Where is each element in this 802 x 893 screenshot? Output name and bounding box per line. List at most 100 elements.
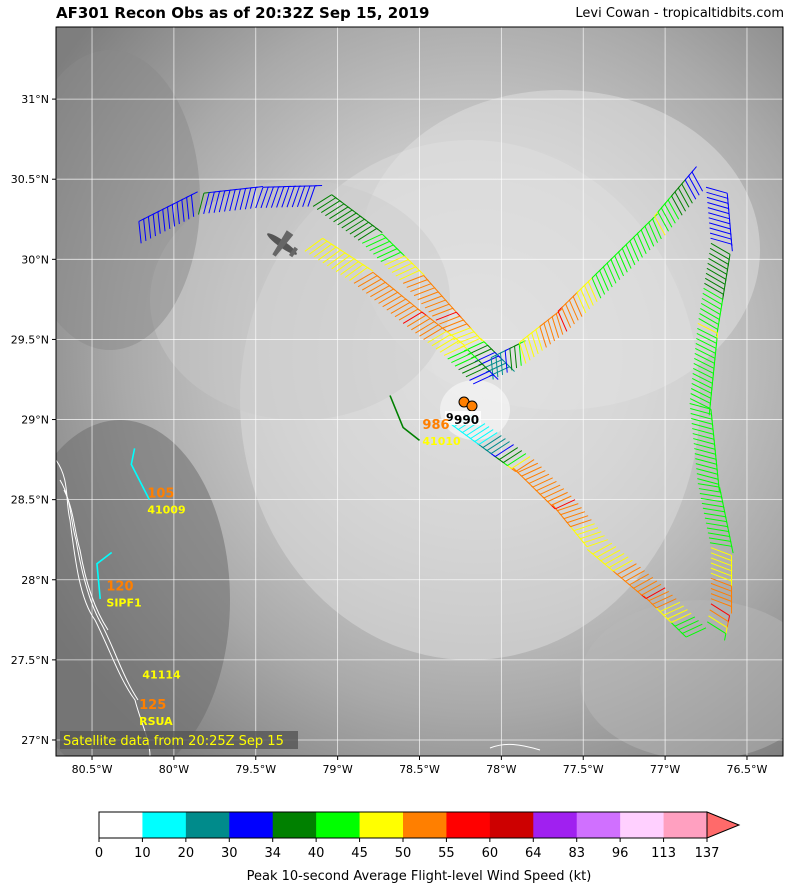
wind-barb — [633, 237, 643, 258]
wind-barb — [696, 473, 719, 480]
wind-barb — [365, 237, 387, 248]
wind-barb-feather — [724, 633, 727, 641]
wind-barb — [157, 211, 161, 234]
wind-barb — [394, 305, 415, 318]
wind-barb — [181, 199, 185, 222]
wind-barb — [570, 519, 592, 528]
wind-barb — [692, 433, 715, 440]
center-pressure: 990 — [454, 413, 479, 427]
wind-barb — [406, 279, 428, 288]
wind-barb — [344, 264, 364, 278]
wind-barb — [304, 237, 323, 252]
wind-barb — [345, 218, 365, 232]
station-id: 41114 — [142, 669, 181, 682]
colorbar-tick-label: 83 — [568, 846, 585, 861]
wind-barb — [702, 292, 723, 305]
wind-barb — [671, 195, 683, 216]
wind-barb — [706, 267, 727, 280]
lon-tick-label: 79.5°W — [235, 763, 276, 776]
map-gridlines — [56, 27, 783, 756]
wind-barb — [636, 233, 647, 254]
wind-barb — [707, 621, 727, 635]
wind-barb — [629, 573, 649, 586]
wind-barb — [499, 447, 519, 460]
wind-barb — [341, 215, 361, 229]
wind-barb — [239, 188, 247, 210]
wind-barb — [490, 357, 494, 380]
wind-barb — [374, 288, 394, 301]
wind-barb-feather — [367, 267, 374, 272]
wind-barb — [255, 187, 264, 209]
lon-tick-label: 78.5°W — [399, 763, 440, 776]
florida-coastline — [56, 459, 541, 756]
wind-barb — [349, 221, 369, 235]
wind-barb — [402, 311, 423, 324]
wind-barb — [554, 499, 576, 510]
wind-barb — [695, 463, 718, 470]
colorbar-tick-label: 10 — [134, 846, 151, 861]
wind-barb — [710, 582, 732, 592]
wind-barb — [580, 288, 590, 310]
lon-tick-label: 80.5°W — [72, 763, 113, 776]
wind-barb — [470, 426, 490, 439]
wind-barb — [693, 368, 714, 379]
colorbar-tick-label: 0 — [95, 846, 103, 861]
wind-barb — [229, 189, 236, 212]
wind-barb — [652, 218, 662, 240]
aircraft-icon — [267, 230, 298, 258]
wind-barb — [370, 285, 390, 298]
wind-barb — [390, 301, 411, 314]
wind-barb — [694, 358, 715, 369]
wind-barb — [320, 200, 341, 214]
wind-barb — [670, 612, 692, 623]
wind-barb — [543, 323, 551, 345]
wind-barb — [695, 342, 716, 354]
colorbar-segment — [446, 812, 491, 838]
wind-barb — [353, 224, 373, 238]
wind-barb — [637, 580, 658, 593]
station-id: 41009 — [147, 504, 185, 517]
wind-barb — [690, 408, 712, 415]
wind-barb — [410, 283, 432, 293]
wind-barb — [704, 277, 725, 290]
colorbar-tick-label: 137 — [695, 846, 720, 861]
wind-barb — [539, 326, 547, 348]
wind-barb — [536, 480, 557, 492]
wind-barb — [694, 353, 715, 364]
wind-barb — [449, 327, 471, 337]
wind-barb — [709, 232, 732, 240]
colorbar-tick-label: 60 — [482, 846, 499, 861]
wind-barb — [659, 601, 681, 613]
wind-barb — [557, 311, 568, 332]
wind-barb — [584, 285, 594, 306]
wind-barb — [697, 483, 720, 488]
wind-barb — [190, 194, 195, 217]
colorbar-tick-label: 34 — [264, 846, 281, 861]
wind-barb — [427, 330, 447, 344]
wind-barb — [535, 329, 543, 351]
wind-barb — [224, 190, 231, 212]
wind-barb — [469, 370, 490, 381]
wind-barb — [453, 331, 475, 341]
colorbar-segment — [403, 812, 447, 838]
wind-barb — [276, 186, 285, 208]
colorbar-segment — [663, 812, 708, 838]
wind-barb — [710, 562, 732, 572]
wind-barb — [547, 319, 556, 342]
wind-barb — [465, 367, 487, 378]
wind-barb — [521, 466, 542, 477]
wind-barb — [709, 222, 731, 230]
wind-barb — [709, 252, 729, 265]
wind-barb — [378, 291, 398, 304]
wind-barb — [693, 443, 716, 450]
wind-barb — [709, 609, 729, 622]
wind-barb — [710, 237, 732, 245]
wind-barb — [633, 577, 654, 589]
storm-center-markers: 9 990 — [445, 396, 481, 427]
wind-barb — [152, 214, 156, 237]
wind-barb — [547, 491, 568, 503]
center-pressure-small: 9 — [446, 411, 454, 424]
wind-barb — [333, 209, 353, 223]
wind-barb-feather — [555, 308, 563, 315]
wind-barb — [667, 609, 688, 620]
